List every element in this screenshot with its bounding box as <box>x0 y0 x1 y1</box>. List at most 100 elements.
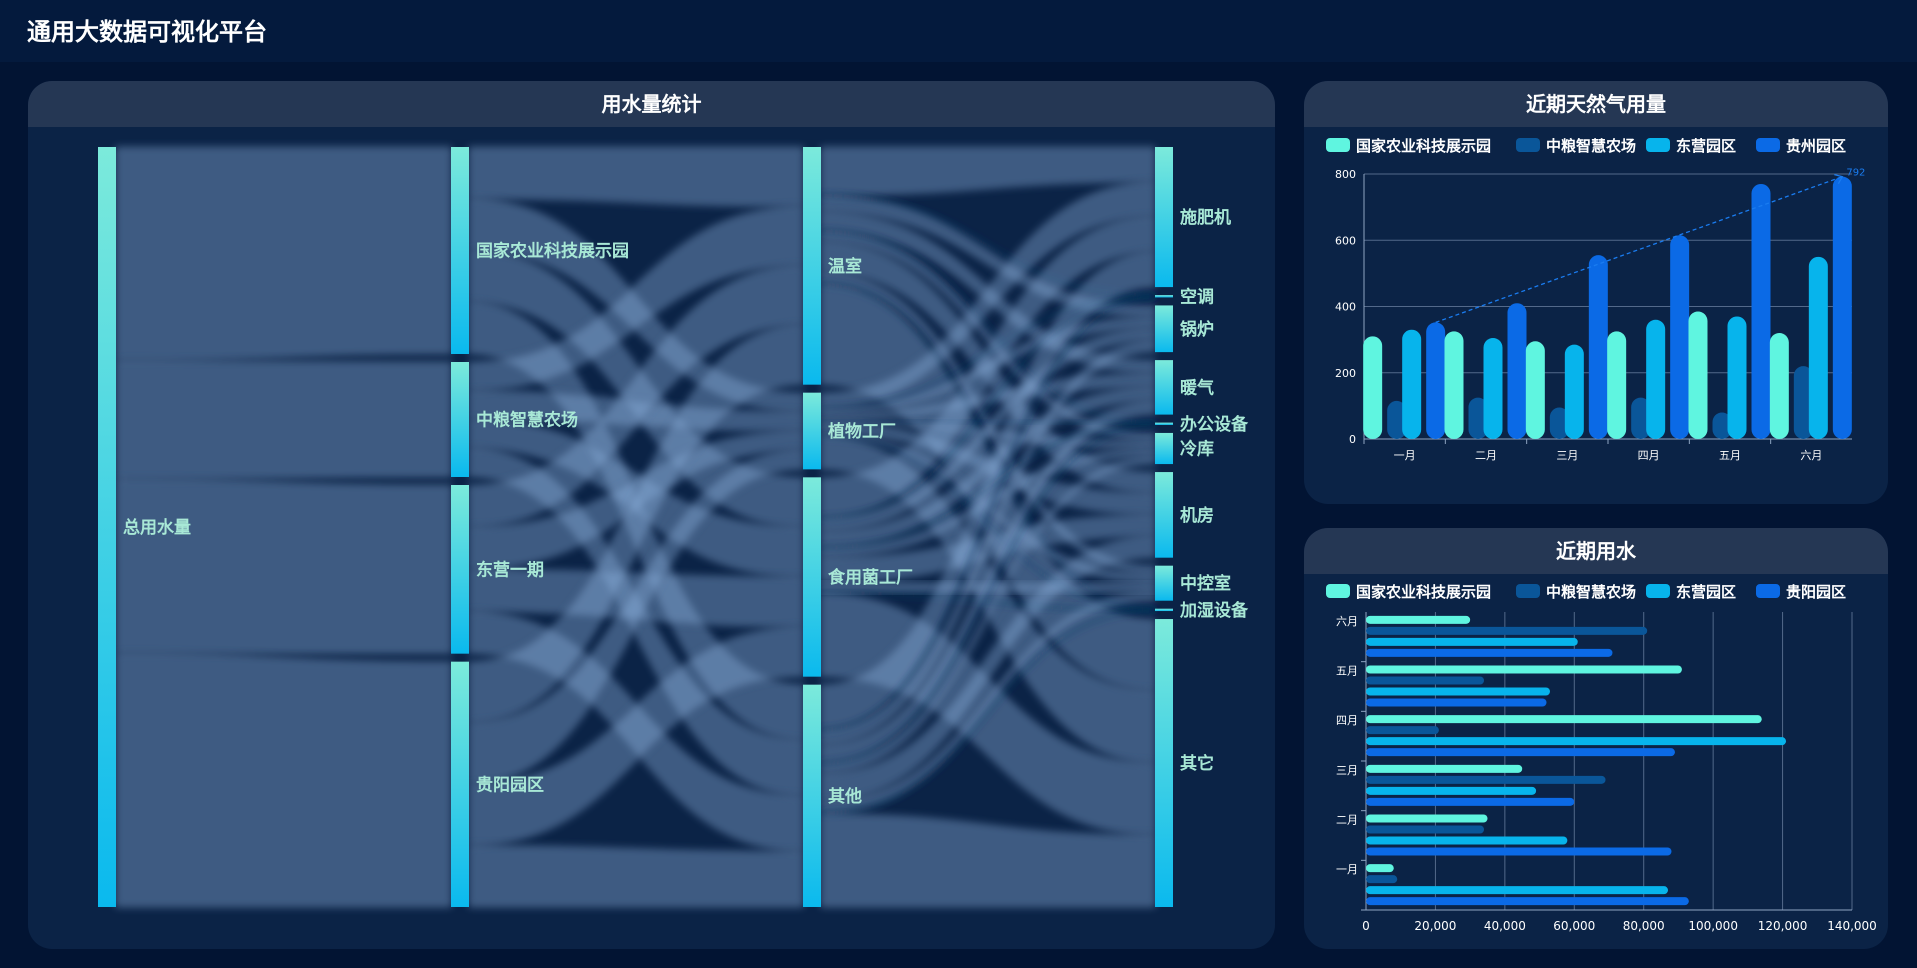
sankey-node-label: 其他 <box>828 786 862 807</box>
y-tick-label: 800 <box>1335 168 1356 181</box>
bar <box>1507 303 1527 439</box>
bar <box>1426 322 1446 439</box>
bar <box>1793 366 1813 439</box>
bar <box>1366 786 1537 795</box>
sankey-node-label: 其它 <box>1180 753 1214 774</box>
x-tick-label: 六月 <box>1800 449 1822 462</box>
bar <box>1588 255 1608 439</box>
y-tick-label: 二月 <box>1336 814 1358 827</box>
bar <box>1366 687 1550 696</box>
bar <box>1366 726 1439 735</box>
bar <box>1607 331 1627 439</box>
bar <box>1727 316 1747 439</box>
sankey-node <box>451 147 469 354</box>
bar <box>1366 775 1606 784</box>
sankey-node-label: 总用水量 <box>123 517 191 538</box>
sankey-node <box>1155 472 1173 558</box>
legend-item: 东营园区 <box>1676 583 1736 601</box>
sankey-node <box>803 684 821 907</box>
bar <box>1366 797 1575 806</box>
bar <box>1712 412 1732 439</box>
bar <box>1366 715 1762 724</box>
bar <box>1564 344 1584 439</box>
bar <box>1525 341 1545 439</box>
bar <box>1366 626 1648 635</box>
sankey-node-label: 冷库 <box>1180 439 1214 460</box>
y-tick-label: 400 <box>1335 301 1356 314</box>
bar <box>1468 397 1488 439</box>
x-tick-label: 120,000 <box>1758 919 1808 933</box>
sankey-link <box>820 455 1156 775</box>
bar <box>1366 748 1675 757</box>
sankey-link <box>820 400 1156 764</box>
sankey-panel-title: 用水量统计 <box>28 81 1275 127</box>
y-tick-label: 三月 <box>1336 764 1358 777</box>
legend-item: 中粮智慧农场 <box>1546 137 1636 155</box>
bar <box>1366 825 1485 834</box>
sankey-node-label: 锅炉 <box>1180 319 1214 340</box>
sankey-link <box>820 423 1156 765</box>
x-tick-label: 四月 <box>1638 449 1660 462</box>
bar <box>1387 400 1407 439</box>
y-tick-label: 一月 <box>1336 863 1358 876</box>
sankey-link <box>468 449 804 785</box>
sankey-node <box>451 485 469 654</box>
sankey-node-label: 食用菌工厂 <box>828 567 913 588</box>
bar <box>1366 676 1485 685</box>
sankey-link <box>115 360 452 481</box>
x-tick-label: 140,000 <box>1827 919 1877 933</box>
bar <box>1366 698 1547 707</box>
x-tick-label: 60,000 <box>1553 919 1595 933</box>
y-tick-label: 0 <box>1349 433 1356 446</box>
bar <box>1366 886 1669 895</box>
legend-item: 国家农业科技展示园 <box>1356 583 1491 601</box>
trend-arrow <box>1834 174 1844 184</box>
bar <box>1646 319 1666 439</box>
sankey-node <box>1155 295 1173 298</box>
bar <box>1444 331 1464 439</box>
legend-item: 贵阳园区 <box>1786 583 1846 601</box>
bar <box>1751 183 1771 439</box>
sankey-node <box>1155 422 1173 425</box>
sankey-node <box>1155 305 1173 353</box>
app-title: 通用大数据可视化平台 <box>27 18 267 46</box>
top-bar <box>0 0 1917 62</box>
sankey-node <box>98 147 116 907</box>
bar <box>1808 256 1828 439</box>
bar <box>1366 836 1568 845</box>
trend-label: 792 <box>1846 168 1865 179</box>
legend-swatch <box>1756 138 1780 152</box>
bar <box>1366 615 1471 624</box>
bar <box>1366 764 1523 773</box>
x-tick-label: 五月 <box>1719 449 1741 462</box>
bar <box>1402 329 1422 439</box>
sankey-node <box>1155 608 1173 612</box>
x-tick-label: 0 <box>1362 919 1370 933</box>
bar <box>1366 737 1787 746</box>
y-tick-label: 五月 <box>1336 665 1358 678</box>
bar <box>1363 336 1383 439</box>
sankey-node-label: 中粮智慧农场 <box>476 410 578 431</box>
legend-swatch <box>1646 138 1670 152</box>
sankey-node <box>803 147 821 385</box>
sankey-node <box>451 661 469 907</box>
sankey-node-label: 东营一期 <box>476 559 544 580</box>
sankey-node <box>803 392 821 470</box>
sankey-node <box>451 362 469 477</box>
sankey-link <box>115 146 452 362</box>
sankey-link <box>468 626 804 847</box>
legend-swatch <box>1516 138 1540 152</box>
sankey-node-label: 贵阳园区 <box>476 774 544 795</box>
bar <box>1688 311 1708 439</box>
legend-swatch <box>1326 138 1350 152</box>
legend-item: 中粮智慧农场 <box>1546 583 1636 601</box>
bar <box>1832 176 1852 439</box>
sankey-node <box>1155 432 1173 465</box>
x-tick-label: 三月 <box>1556 449 1578 462</box>
bar <box>1366 897 1689 906</box>
bar <box>1366 665 1682 674</box>
bar <box>1366 648 1613 657</box>
sankey-node-label: 中控室 <box>1180 573 1231 594</box>
legend-swatch <box>1646 584 1670 598</box>
